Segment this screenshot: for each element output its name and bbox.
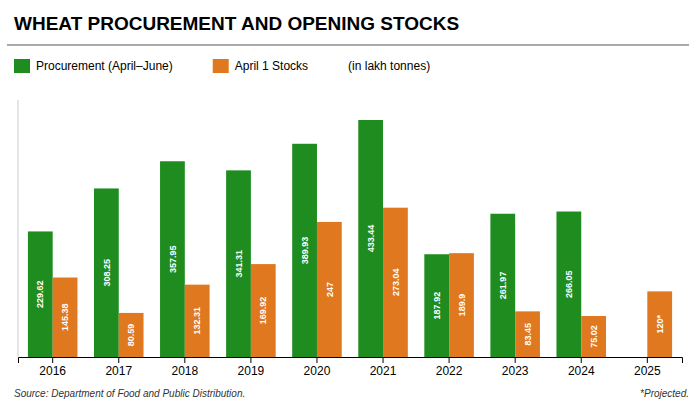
bar [383,208,408,357]
x-tick-label: 2018 [171,364,198,378]
title-rule [7,44,689,45]
legend-swatch [213,59,229,73]
x-tick: 2020 [304,357,331,378]
x-tick-mark [250,357,251,363]
x-tick: 2024 [568,357,595,378]
legend-item: April 1 Stocks [213,59,308,73]
x-tick-label: 2023 [502,364,529,378]
bar [94,188,119,357]
bar [449,253,474,357]
data-label: 341.31 [234,250,244,278]
data-label: 261.97 [498,272,508,300]
x-tick-mark [316,357,317,363]
x-tick-label: 2021 [370,364,397,378]
x-tick-label: 2020 [304,364,331,378]
source-note: Source: Department of Food and Public Di… [14,388,245,399]
bar [358,120,383,357]
chart: WHEAT PROCUREMENT AND OPENING STOCKS Proc… [0,0,696,405]
data-label: 357.95 [168,245,178,273]
bar [251,264,276,357]
bar [424,254,449,357]
x-tick-label: 2019 [238,364,265,378]
data-label: 308.25 [102,259,112,287]
x-axis: 2016 2017 2018 2019 2020 2021 2022 2023 2024 2025 [19,357,683,378]
x-tick: 2021 [370,357,397,378]
data-label: 229.62 [35,280,45,308]
bar [119,313,144,357]
x-axis-line [19,358,683,364]
legend-item: Procurement (April–June) [14,59,173,73]
x-tick-label: 2022 [436,364,463,378]
bar [53,278,78,357]
x-tick-label: 2024 [568,364,595,378]
bar [647,291,672,357]
bar [160,161,185,357]
bar [226,170,251,357]
bar [581,316,606,357]
x-tick-mark [383,357,384,363]
data-label: 187.92 [432,292,442,320]
data-label: 169.92 [258,297,268,325]
bars [28,120,672,357]
data-label: 247 [325,282,335,297]
data-label: 273.04 [391,269,401,297]
x-tick: 2022 [436,357,463,378]
data-label: 145.38 [60,303,70,331]
bar [556,212,581,357]
x-tick-mark [52,357,53,363]
bar [515,311,540,357]
x-tick-mark [184,357,185,363]
x-tick-label: 2025 [634,364,661,378]
data-label: 189.9 [457,294,467,317]
bar [185,285,210,357]
legend-swatch [14,59,30,73]
x-tick-mark [118,357,119,363]
x-tick: 2019 [238,357,265,378]
legend-label: Procurement (April–June) [36,59,173,73]
data-label: 75.02 [589,325,599,348]
x-tick-mark [515,357,516,363]
data-labels: 229.62 308.25 357.95 341.31 389.93 433.44 187.… [35,225,664,348]
data-label: 80.59 [126,324,136,347]
x-tick: 2023 [502,357,529,378]
data-label: 389.93 [300,237,310,265]
x-tick-label: 2017 [105,364,132,378]
x-tick: 2016 [39,357,66,378]
legend-label: April 1 Stocks [235,59,308,73]
data-label: 433.44 [366,225,376,253]
data-label: 83.45 [523,323,533,346]
data-label: 266.05 [564,270,574,298]
legend: Procurement (April–June) April 1 Stocks (i… [14,59,430,73]
x-tick: 2025 [634,357,661,378]
bar [490,214,515,357]
x-tick-mark [449,357,450,363]
bar [28,231,53,357]
bar [292,144,317,357]
x-tick: 2018 [171,357,198,378]
x-tick-label: 2016 [39,364,66,378]
bar [317,222,342,357]
plot: 229.62 308.25 357.95 341.31 389.93 433.44 187.… [18,100,683,378]
x-tick-mark [581,357,582,363]
x-tick-mark [647,357,648,363]
unit-label: (in lakh tonnes) [348,59,430,73]
title: WHEAT PROCUREMENT AND OPENING STOCKS [14,13,459,34]
data-label: 120* [655,314,665,333]
data-label: 132.31 [192,307,202,335]
projected-note: *Projected. [640,388,689,399]
x-tick: 2017 [105,357,132,378]
y-axis-line [18,100,19,357]
